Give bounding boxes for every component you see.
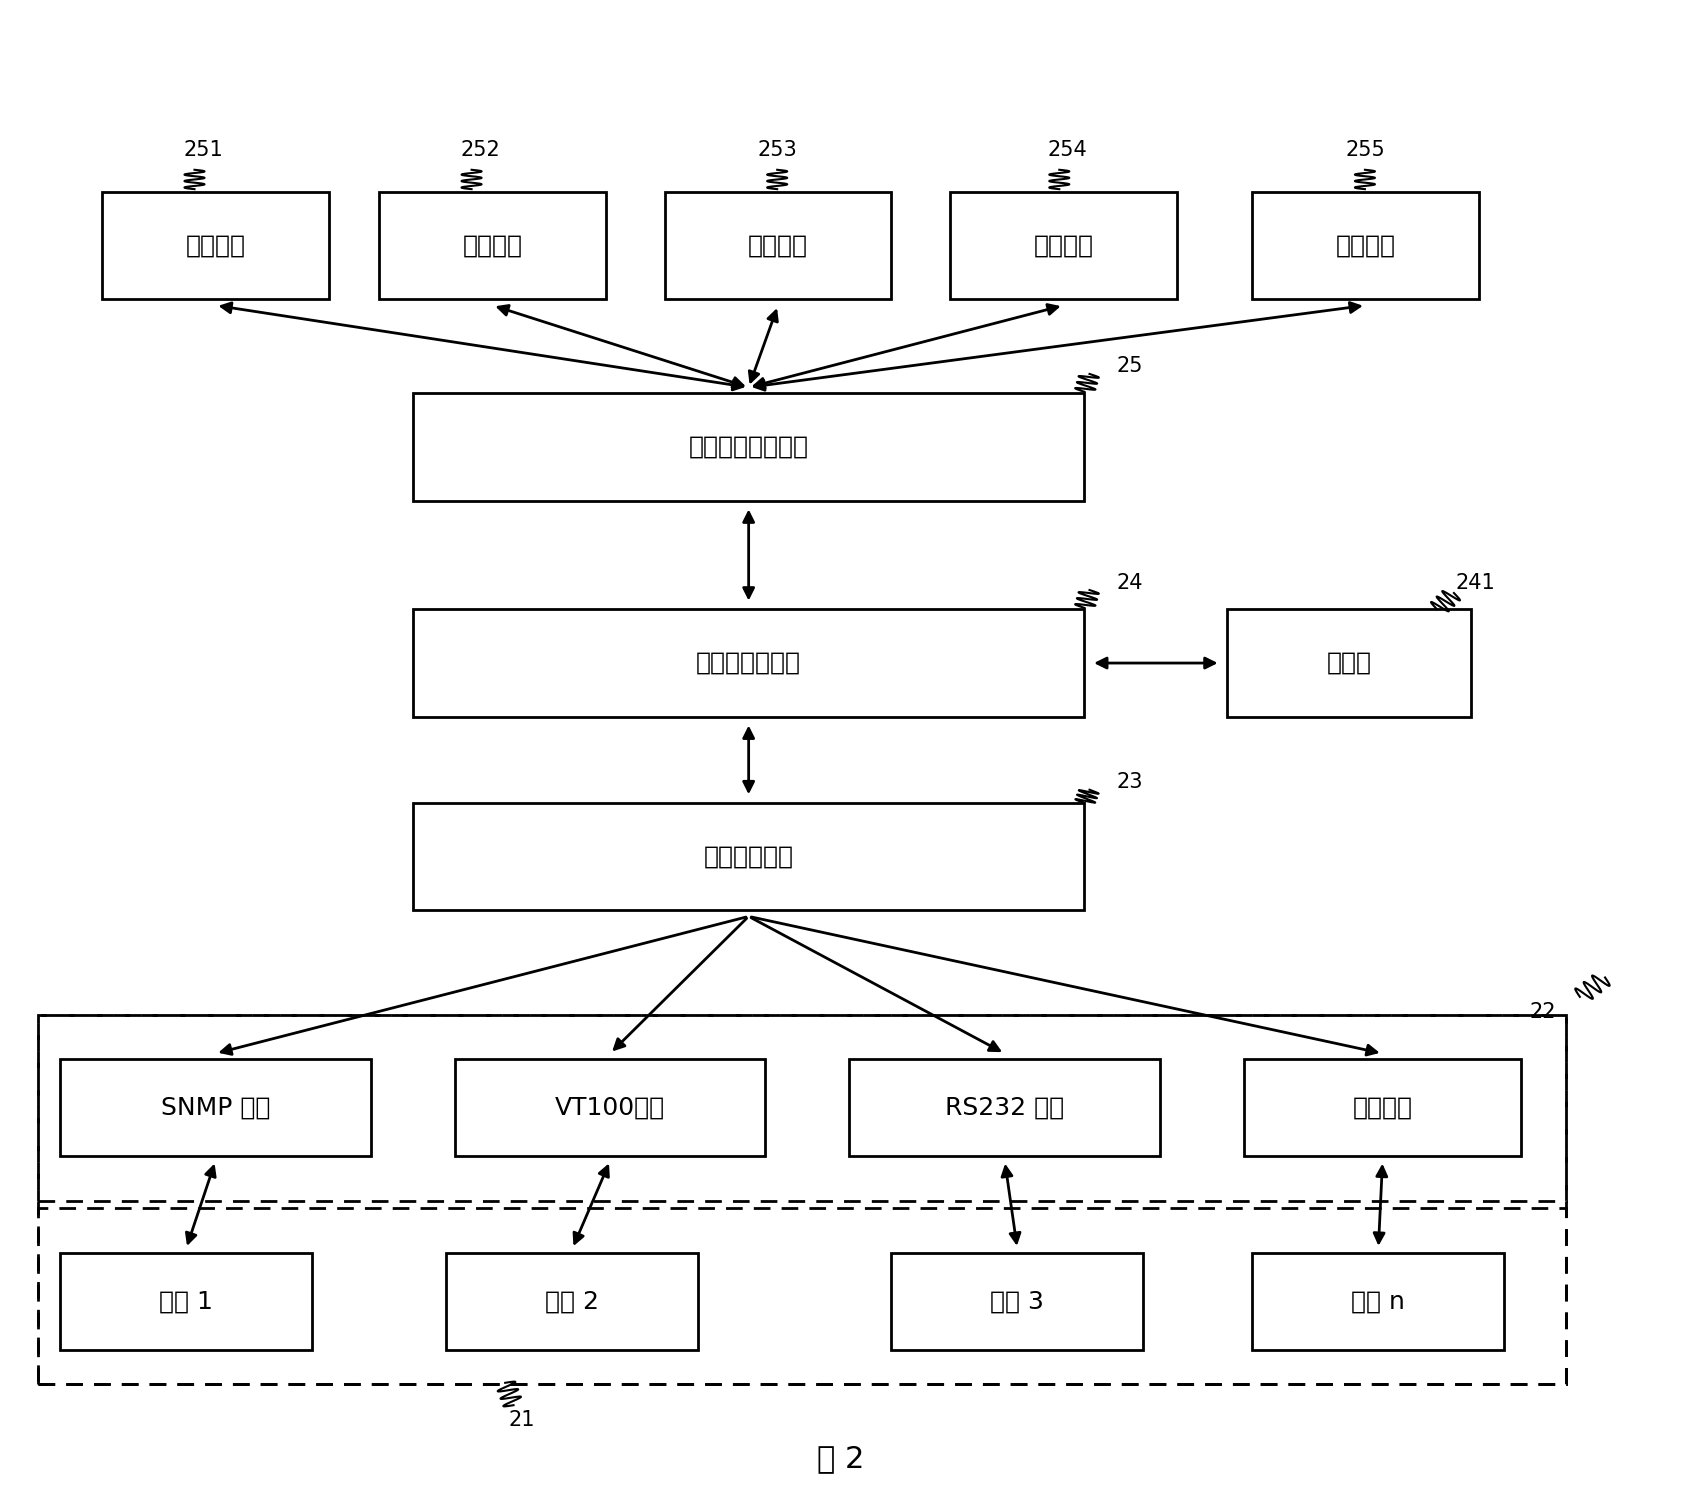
Bar <box>446 1253 698 1350</box>
Bar <box>412 393 1085 500</box>
Text: VT100协议: VT100协议 <box>555 1096 664 1120</box>
Bar <box>849 1060 1161 1156</box>
Text: 图 2: 图 2 <box>817 1444 865 1474</box>
Text: 21: 21 <box>508 1409 535 1430</box>
Text: 25: 25 <box>1117 357 1144 376</box>
Text: 241: 241 <box>1457 573 1495 593</box>
Bar <box>1253 193 1478 300</box>
Text: 网络管理图形界面: 网络管理图形界面 <box>688 434 809 458</box>
Bar <box>61 1060 370 1156</box>
Bar <box>950 193 1177 300</box>
Bar <box>39 1015 1566 1384</box>
Text: 安全模块: 安全模块 <box>463 234 523 258</box>
Bar <box>39 1015 1566 1200</box>
Text: 底层服务模块: 底层服务模块 <box>703 845 794 869</box>
Bar <box>412 803 1085 911</box>
Text: 设备 2: 设备 2 <box>545 1290 599 1314</box>
Text: 中间层服务模块: 中间层服务模块 <box>696 651 801 675</box>
Bar <box>454 1060 765 1156</box>
Bar <box>1245 1060 1521 1156</box>
Bar <box>664 193 891 300</box>
Text: 客户模块: 客户模块 <box>1336 234 1396 258</box>
Text: 251: 251 <box>183 140 222 160</box>
Text: 24: 24 <box>1117 573 1144 593</box>
Text: 255: 255 <box>1346 140 1384 160</box>
Text: 配置模块: 配置模块 <box>748 234 807 258</box>
Bar <box>103 193 330 300</box>
Text: 告警模块: 告警模块 <box>185 234 246 258</box>
Text: 254: 254 <box>1048 140 1088 160</box>
Bar <box>891 1253 1144 1350</box>
Text: 253: 253 <box>757 140 797 160</box>
Text: RS232 协议: RS232 协议 <box>945 1096 1065 1120</box>
Text: 数据库: 数据库 <box>1327 651 1371 675</box>
Bar <box>1253 1253 1504 1350</box>
Text: 性能模块: 性能模块 <box>1033 234 1093 258</box>
Text: 23: 23 <box>1117 772 1144 793</box>
Bar <box>412 609 1085 717</box>
Bar <box>39 1208 1566 1384</box>
Bar <box>61 1253 313 1350</box>
Text: 设备 3: 设备 3 <box>991 1290 1045 1314</box>
Text: 设备 1: 设备 1 <box>160 1290 214 1314</box>
Text: 22: 22 <box>1529 1002 1556 1021</box>
Bar <box>1228 609 1470 717</box>
Text: 并行协议: 并行协议 <box>1352 1096 1413 1120</box>
Text: SNMP 协议: SNMP 协议 <box>161 1096 271 1120</box>
Text: 252: 252 <box>461 140 500 160</box>
Bar <box>378 193 606 300</box>
Text: 设备 n: 设备 n <box>1351 1290 1404 1314</box>
